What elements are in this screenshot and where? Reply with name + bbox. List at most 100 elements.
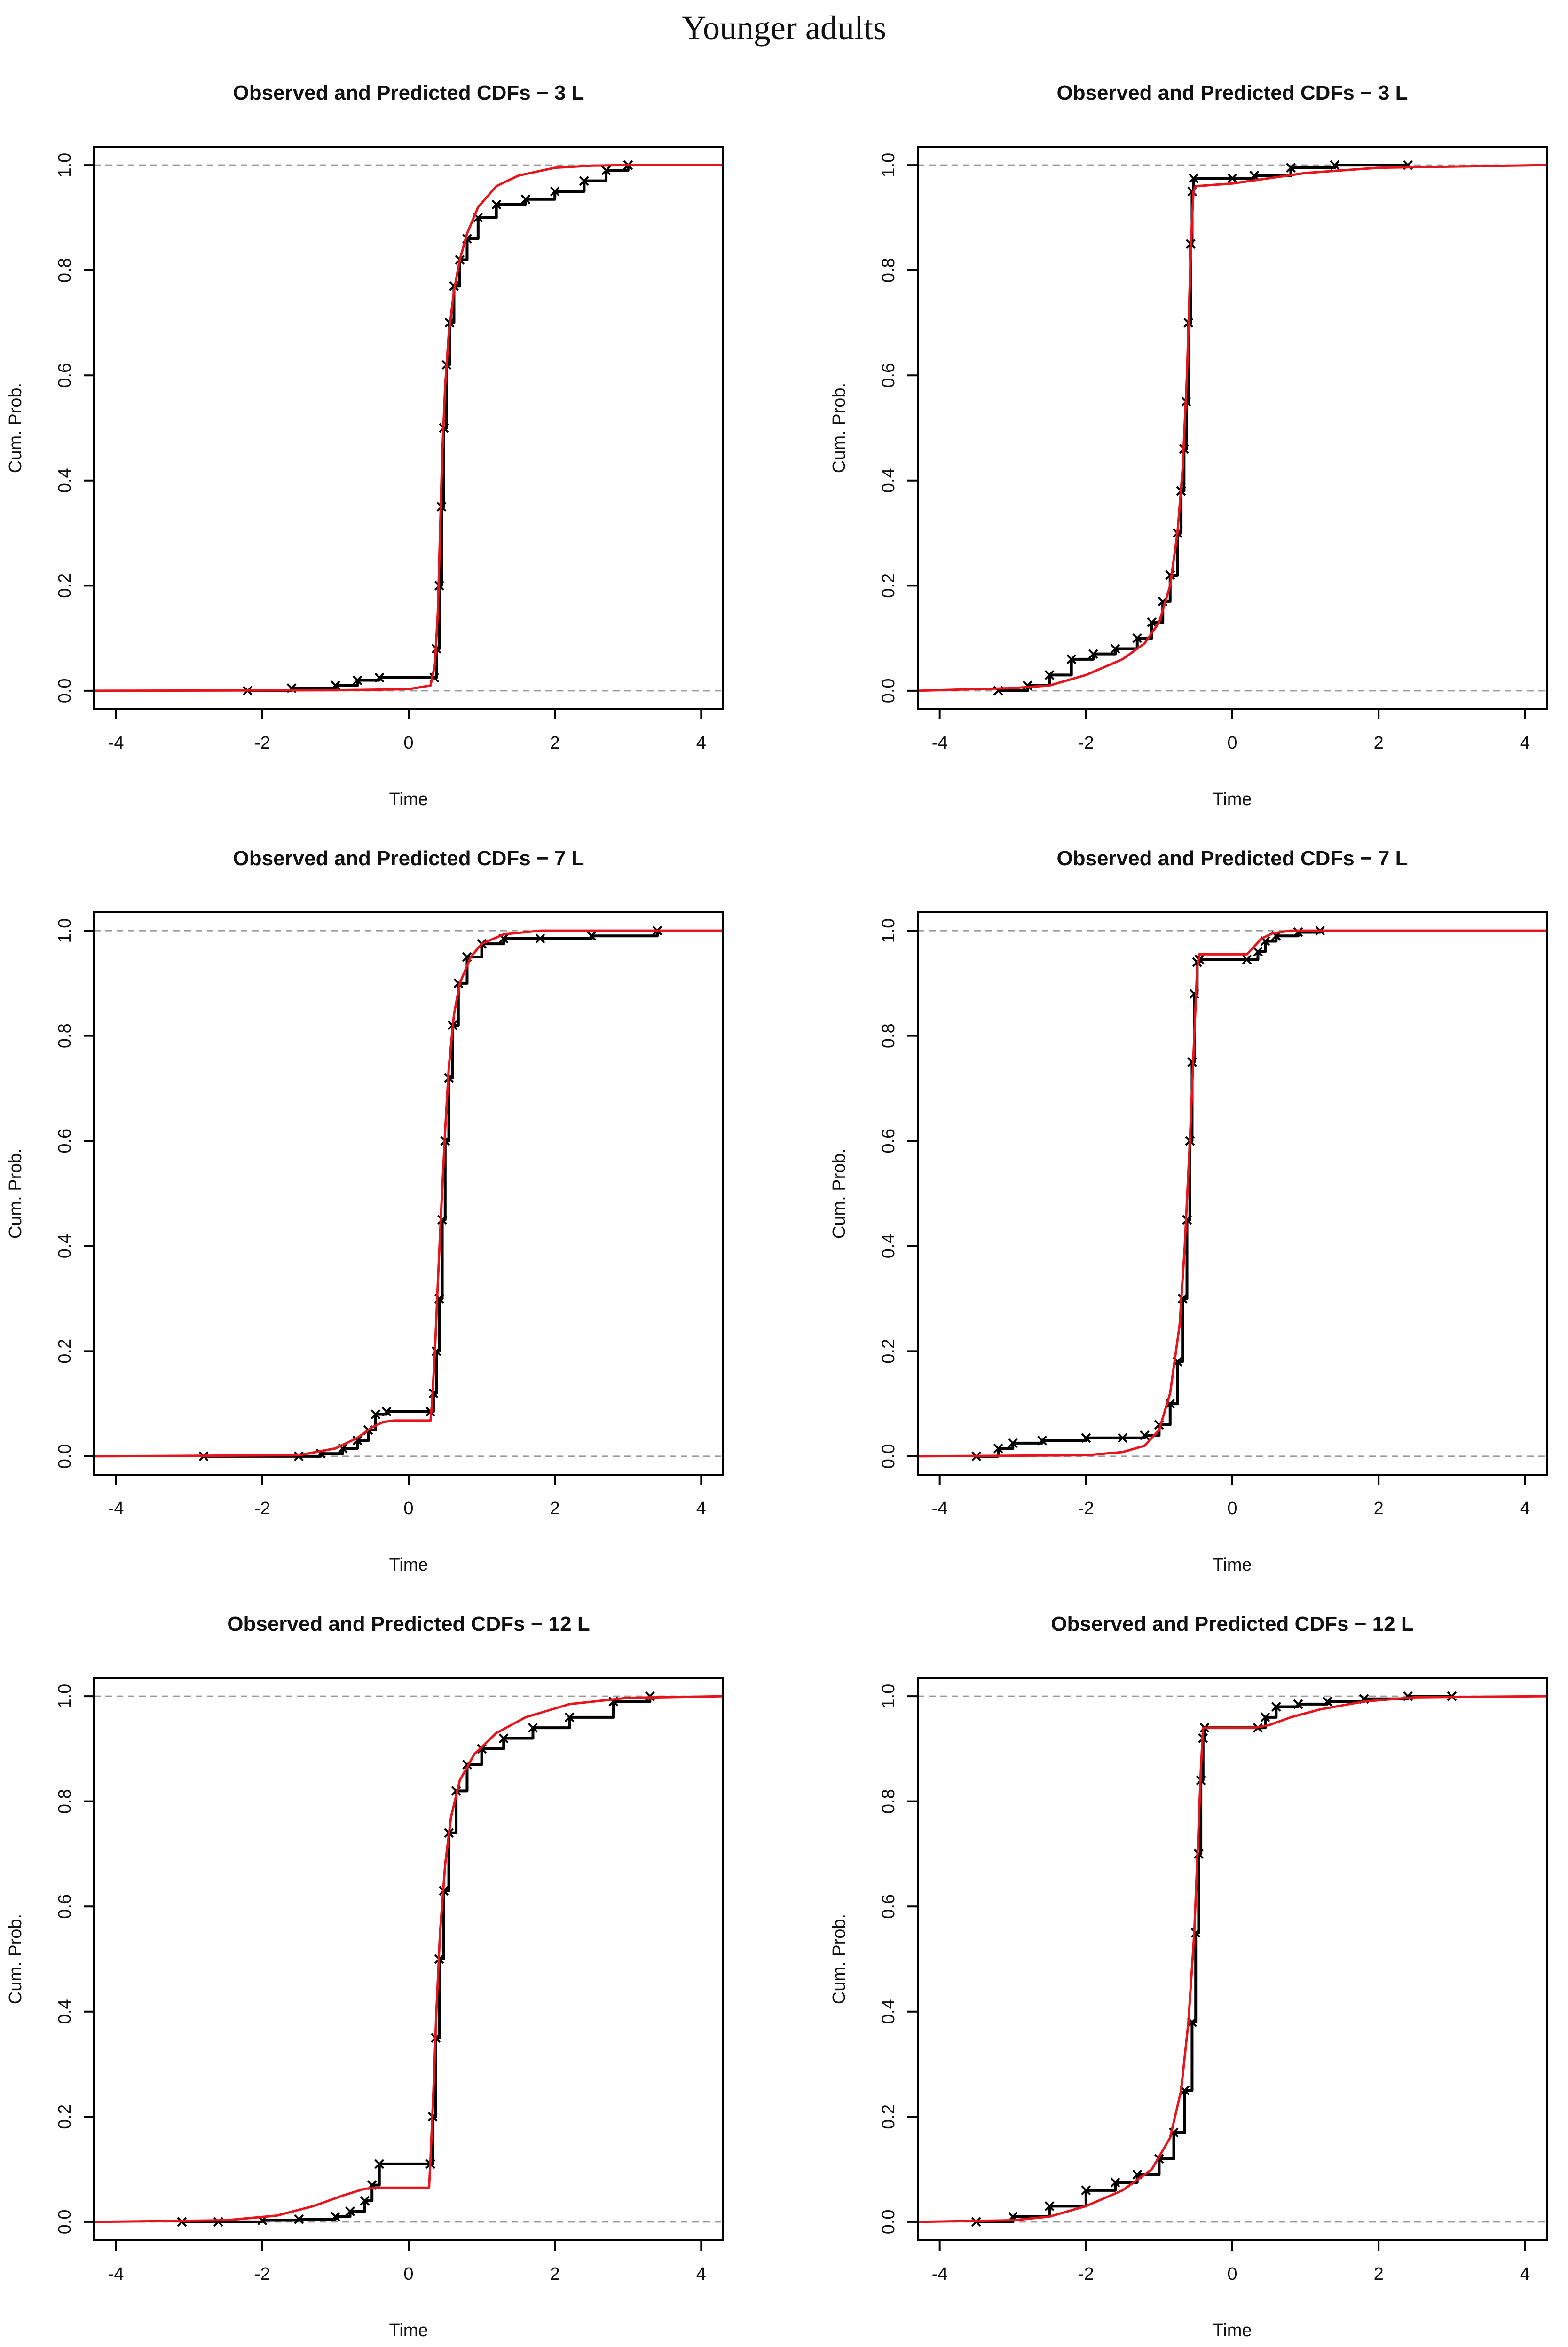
observed-point — [431, 1346, 441, 1356]
y-tick-label: 1.0 — [55, 1684, 75, 1709]
chart-panel-3: Observed and Predicted CDFs − 7 L -4 -2 0 2 4… — [6, 847, 724, 1575]
x-tick-label: 0 — [1227, 1499, 1237, 1518]
y-tick-label: 0.6 — [55, 363, 75, 388]
plot-area — [918, 925, 1547, 1462]
x-tick-label: -2 — [1078, 733, 1094, 753]
observed-point — [477, 1744, 487, 1754]
chart-panel-5: Observed and Predicted CDFs − 12 L -4 -2 0 2… — [6, 1612, 724, 2340]
observed-point — [352, 1435, 362, 1446]
y-tick-label: 0.6 — [55, 1129, 75, 1154]
y-tick-label: 0.4 — [55, 468, 75, 493]
x-axis-label: Time — [389, 790, 428, 809]
predicted-cdf-line — [918, 1695, 1547, 2223]
y-tick-label: 0.2 — [879, 1339, 898, 1364]
plot-area — [94, 1691, 723, 2227]
observed-cdf-line — [204, 931, 659, 1458]
observed-point — [331, 680, 340, 691]
observed-point — [1293, 1699, 1303, 1709]
y-tick-label: 0.4 — [879, 1999, 898, 2024]
x-tick-label: 2 — [550, 2264, 560, 2284]
x-tick-label: -4 — [108, 2264, 124, 2284]
observed-cdf-line — [998, 164, 1408, 692]
observed-point — [1322, 1696, 1332, 1707]
y-tick-label: 0.6 — [879, 363, 898, 388]
y-tick-label: 0.4 — [879, 1233, 898, 1258]
x-tick-label: -4 — [108, 733, 124, 753]
x-tick-label: 2 — [1374, 2264, 1384, 2284]
y-tick-label: 0.0 — [55, 678, 75, 703]
y-axis-label: Cum. Prob. — [829, 1148, 849, 1239]
observed-point — [586, 931, 597, 941]
y-tick-label: 0.6 — [879, 1894, 898, 1919]
observed-point — [1242, 955, 1252, 965]
chart-panel-1: Observed and Predicted CDFs − 3 L -4 -2 0 2 4… — [6, 81, 724, 809]
observed-point — [360, 2196, 370, 2206]
observed-point — [1189, 173, 1198, 183]
predicted-cdf-line — [94, 1695, 723, 2223]
y-tick-label: 1.0 — [55, 153, 75, 178]
y-tick-label: 0.8 — [879, 1789, 898, 1814]
y-tick-label: 0.2 — [879, 573, 898, 598]
observed-point — [1293, 927, 1303, 937]
predicted-cdf-line — [918, 164, 1547, 692]
observed-point — [1227, 173, 1237, 183]
observed-point — [213, 2217, 223, 2227]
observed-point — [520, 194, 531, 205]
observed-point — [1147, 617, 1157, 627]
y-tick-label: 1.0 — [879, 153, 898, 178]
y-axis-label: Cum. Prob. — [829, 1914, 849, 2004]
x-tick-label: 4 — [1520, 2264, 1530, 2284]
y-tick-label: 0.8 — [55, 1023, 75, 1048]
chart-title: Observed and Predicted CDFs − 7 L — [1056, 847, 1408, 870]
plot-frame — [93, 1677, 724, 2241]
observed-point — [1253, 947, 1263, 957]
y-tick-label: 0.2 — [55, 2104, 75, 2129]
figure-title: Younger adults — [682, 9, 886, 47]
observed-point — [331, 2212, 340, 2222]
observed-point — [437, 1215, 447, 1225]
x-tick-label: 4 — [696, 2264, 706, 2284]
x-tick-label: -4 — [932, 1499, 948, 1518]
y-tick-label: 0.0 — [55, 1444, 75, 1469]
y-tick-label: 0.2 — [55, 573, 75, 598]
x-tick-label: 4 — [1520, 1499, 1530, 1518]
observed-point — [528, 1723, 538, 1733]
x-tick-label: -2 — [254, 2264, 270, 2284]
plot-frame — [917, 911, 1548, 1476]
y-tick-label: 0.6 — [55, 1894, 75, 1919]
x-axis-label: Time — [1213, 1555, 1252, 1575]
y-tick-label: 0.0 — [879, 678, 898, 703]
x-axis-label: Time — [389, 1555, 428, 1575]
observed-point — [498, 1733, 509, 1743]
chart-panel-2: Observed and Predicted CDFs − 3 L -4 -2 0 2 4… — [829, 81, 1548, 809]
observed-point — [579, 176, 589, 186]
observed-point — [1330, 160, 1340, 170]
y-axis-label: Cum. Prob. — [829, 383, 849, 473]
observed-cdf-line — [181, 1696, 652, 2223]
x-tick-label: 2 — [550, 733, 560, 753]
observed-point — [1088, 649, 1098, 659]
y-axis-label: Cum. Prob. — [6, 1148, 25, 1239]
observed-point — [535, 933, 545, 944]
observed-point — [370, 1409, 381, 1419]
observed-cdf-line — [976, 931, 1322, 1458]
observed-point — [352, 675, 362, 685]
observed-point — [374, 672, 385, 683]
chart-title: Observed and Predicted CDFs − 7 L — [233, 847, 584, 870]
y-tick-label: 0.0 — [55, 2209, 75, 2234]
observed-point — [1110, 2177, 1120, 2188]
x-tick-label: -4 — [108, 1499, 124, 1518]
x-tick-label: -2 — [1078, 2264, 1094, 2284]
chart-title: Observed and Predicted CDFs − 3 L — [233, 81, 584, 104]
x-tick-label: -4 — [932, 733, 948, 753]
observed-point — [1008, 1438, 1018, 1448]
y-tick-label: 0.2 — [879, 2104, 898, 2129]
predicted-cdf-line — [94, 164, 723, 692]
x-tick-label: 0 — [403, 733, 413, 753]
x-axis-label: Time — [1213, 2321, 1252, 2340]
plot-area — [918, 1691, 1547, 2227]
y-tick-label: 0.4 — [55, 1999, 75, 2024]
x-tick-label: -2 — [254, 733, 270, 753]
x-axis-label: Time — [389, 2321, 428, 2340]
